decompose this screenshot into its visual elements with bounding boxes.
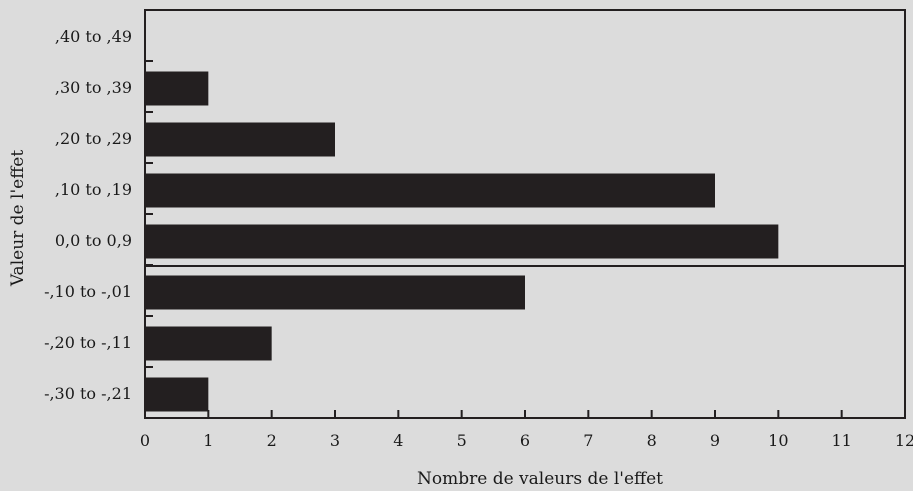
y-category-label: ,20 to ,29 <box>55 129 132 148</box>
y-category-label: -,10 to -,01 <box>44 282 132 301</box>
x-tick-label: 1 <box>203 431 213 450</box>
bar <box>146 122 335 157</box>
x-tick-label: 11 <box>831 431 851 450</box>
x-axis-title: Nombre de valeurs de l'effet <box>417 469 663 489</box>
bar <box>146 224 779 259</box>
bar <box>146 275 525 310</box>
y-category-label: ,30 to ,39 <box>55 78 132 97</box>
y-axis-title: Valeur de l'effet <box>8 150 28 287</box>
bar <box>146 377 209 412</box>
bar <box>146 326 272 361</box>
bars <box>145 60 779 412</box>
x-tick-label: 10 <box>768 431 788 450</box>
y-category-label: -,30 to -,21 <box>44 384 132 403</box>
x-tick-label: 12 <box>895 431 913 450</box>
x-tick-label: 6 <box>520 431 530 450</box>
x-tick-label: 2 <box>267 431 277 450</box>
x-tick-labels: 0 1 2 3 4 5 6 7 8 9 10 11 12 <box>140 410 913 450</box>
bar <box>146 71 209 106</box>
x-tick-label: 3 <box>330 431 340 450</box>
x-tick-label: 8 <box>647 431 657 450</box>
bar <box>146 173 715 208</box>
y-category-labels: ,40 to ,49 ,30 to ,39 ,20 to ,29 ,10 to ,19… <box>44 27 132 403</box>
x-tick-label: 4 <box>393 431 403 450</box>
x-tick-label: 9 <box>710 431 720 450</box>
y-category-label: -,20 to -,11 <box>44 333 132 352</box>
x-tick-label: 0 <box>140 431 150 450</box>
y-category-label: ,10 to ,19 <box>55 180 132 199</box>
y-category-label: 0,0 to 0,9 <box>55 231 132 250</box>
x-tick-label: 7 <box>583 431 593 450</box>
y-category-label: ,40 to ,49 <box>55 27 132 46</box>
x-tick-label: 5 <box>457 431 467 450</box>
